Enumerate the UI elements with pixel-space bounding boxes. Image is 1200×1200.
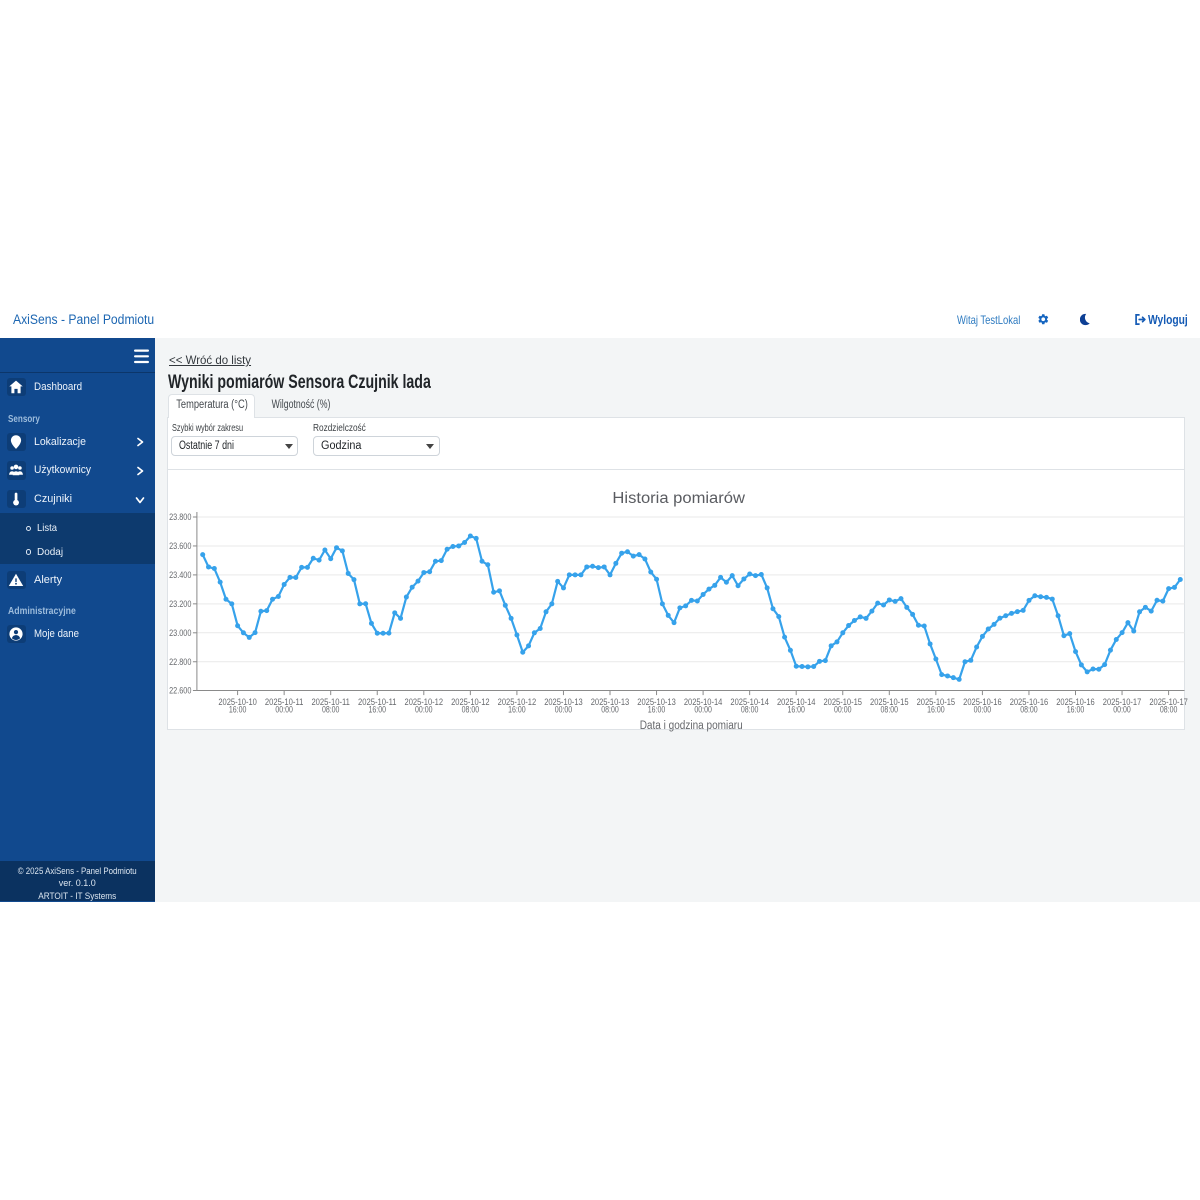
- svg-text:2025-10-13: 2025-10-13: [637, 696, 676, 706]
- svg-text:2025-10-12: 2025-10-12: [451, 696, 490, 706]
- svg-text:2025-10-15: 2025-10-15: [870, 696, 909, 706]
- svg-text:23.400: 23.400: [169, 570, 191, 580]
- svg-text:2025-10-16: 2025-10-16: [1056, 696, 1095, 706]
- svg-text:2025-10-17: 2025-10-17: [1149, 696, 1188, 706]
- svg-text:16:00: 16:00: [648, 704, 666, 714]
- svg-text:00:00: 00:00: [1113, 704, 1131, 714]
- svg-text:00:00: 00:00: [415, 704, 433, 714]
- svg-text:08:00: 08:00: [461, 704, 479, 714]
- svg-text:2025-10-11: 2025-10-11: [358, 696, 397, 706]
- svg-text:22.800: 22.800: [169, 656, 191, 666]
- svg-text:Data i godzina pomiaru: Data i godzina pomiaru: [639, 720, 742, 732]
- svg-text:08:00: 08:00: [741, 704, 759, 714]
- svg-text:2025-10-15: 2025-10-15: [823, 696, 862, 706]
- svg-text:2025-10-13: 2025-10-13: [591, 696, 630, 706]
- svg-text:2025-10-17: 2025-10-17: [1103, 696, 1142, 706]
- svg-text:16:00: 16:00: [787, 704, 805, 714]
- svg-text:2025-10-16: 2025-10-16: [1009, 696, 1047, 706]
- svg-text:08:00: 08:00: [880, 704, 898, 714]
- svg-text:2025-10-14: 2025-10-14: [730, 696, 769, 706]
- svg-text:2025-10-12: 2025-10-12: [497, 696, 536, 706]
- svg-text:2025-10-11: 2025-10-11: [311, 696, 350, 706]
- svg-text:2025-10-11: 2025-10-11: [265, 696, 304, 706]
- svg-text:23.600: 23.600: [169, 541, 191, 551]
- svg-text:00:00: 00:00: [275, 704, 293, 714]
- svg-text:00:00: 00:00: [973, 704, 991, 714]
- svg-text:23.800: 23.800: [169, 512, 191, 522]
- svg-text:22.600: 22.600: [169, 685, 191, 695]
- svg-text:16:00: 16:00: [508, 704, 526, 714]
- svg-text:00:00: 00:00: [554, 704, 572, 714]
- svg-text:2025-10-16: 2025-10-16: [963, 696, 1002, 706]
- svg-text:2025-10-14: 2025-10-14: [777, 696, 816, 706]
- svg-text:23.200: 23.200: [169, 599, 191, 609]
- svg-text:16:00: 16:00: [927, 704, 945, 714]
- svg-text:16:00: 16:00: [229, 704, 247, 714]
- svg-text:2025-10-10: 2025-10-10: [218, 696, 257, 706]
- svg-text:2025-10-14: 2025-10-14: [684, 696, 723, 706]
- svg-text:08:00: 08:00: [1160, 704, 1178, 714]
- svg-text:2025-10-15: 2025-10-15: [916, 696, 955, 706]
- svg-text:08:00: 08:00: [1020, 704, 1037, 714]
- svg-text:08:00: 08:00: [601, 704, 619, 714]
- svg-text:16:00: 16:00: [368, 704, 386, 714]
- svg-text:2025-10-12: 2025-10-12: [404, 696, 443, 706]
- svg-text:00:00: 00:00: [834, 704, 852, 714]
- svg-text:Historia pomiarów: Historia pomiarów: [612, 489, 745, 506]
- svg-text:2025-10-13: 2025-10-13: [544, 696, 583, 706]
- svg-text:16:00: 16:00: [1067, 704, 1085, 714]
- svg-text:08:00: 08:00: [322, 704, 340, 714]
- svg-text:00:00: 00:00: [694, 704, 712, 714]
- svg-text:23.000: 23.000: [169, 628, 191, 638]
